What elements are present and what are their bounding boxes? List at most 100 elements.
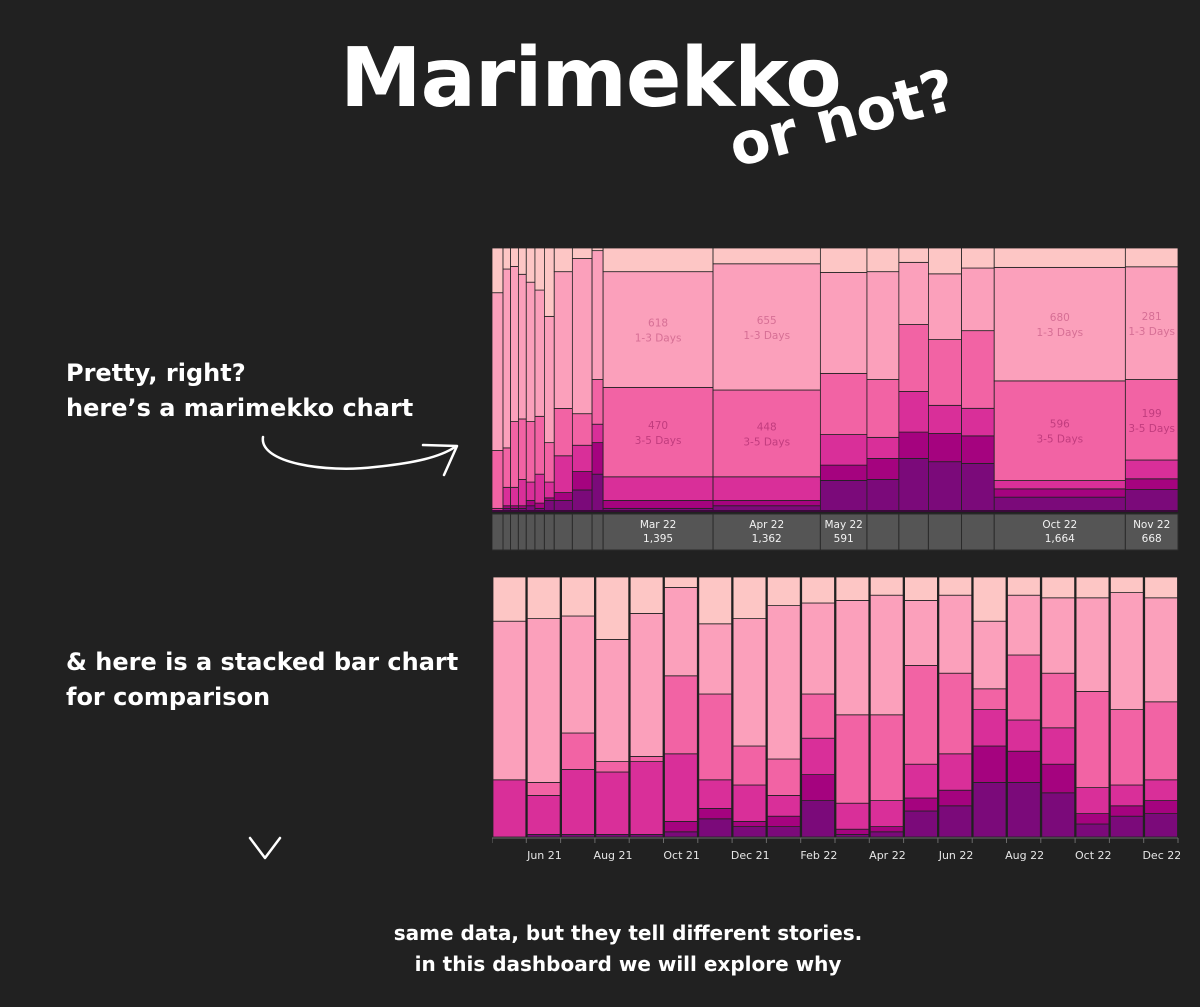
mekko-annotation-value: 199 [1142,408,1162,420]
mekko-column-band [712,513,821,551]
bar-segment [664,831,698,838]
mekko-caption-line1: Pretty, right? [66,359,246,387]
mekko-segment [928,461,962,512]
bar-segment [904,576,938,601]
x-tick-label: Aug 22 [1005,849,1044,862]
mekko-segment [544,500,555,512]
bar-segment [561,768,595,835]
mekko-segment [591,250,604,380]
bar-segment [492,779,527,838]
bar-segment [1075,691,1110,788]
mekko-segment [544,247,555,317]
x-tick-label: Oct 22 [1075,849,1112,862]
mekko-segment [712,247,821,265]
mekko-segment [502,268,511,449]
bar-segment [1041,597,1075,674]
bar-segment [904,599,938,666]
mekko-segment [928,433,962,463]
mekko-annotation-value: 680 [1050,312,1070,324]
bar-segment [492,576,527,622]
bar-segment [698,807,733,820]
mekko-segment [510,421,519,488]
bar-segment [1075,597,1110,692]
bar-segment [766,605,801,760]
bar-segment [732,576,767,619]
mekko-column-band [571,513,593,551]
bar-segment [938,805,973,838]
mekko-annotation-value: 618 [648,318,668,330]
mekko-column-band [510,513,519,551]
mekko-segment [819,480,868,512]
mekko-segment [534,289,545,417]
mekko-column-band [819,513,868,551]
mekko-column-band [898,513,929,551]
mekko-segment [602,476,714,501]
bar-segment [938,594,973,674]
bar-caption-line2: for comparison [66,683,271,711]
mekko-segment [571,247,593,259]
mekko-segment [571,489,593,512]
mekko-segment [517,247,527,275]
mekko-segment [534,247,545,291]
mekko-segment [866,271,900,380]
bar-segment [766,794,801,817]
bar-segment [835,599,870,716]
bar-segment [732,820,767,827]
bar-segment [972,709,1007,747]
bar-segment [1110,815,1144,838]
bar-segment [664,675,698,755]
mekko-annotation-label: 3-5 Days [1128,423,1175,435]
mekko-segment [1124,489,1179,512]
footer-line2: in this dashboard we will explore why [414,952,842,976]
bar-segment [835,576,870,601]
bar-segment [835,828,870,835]
mekko-segment [712,263,821,391]
mekko-column-band [602,513,714,551]
bar-segment [801,693,835,739]
mekko-segment [819,372,868,435]
bar-segment [1075,576,1110,599]
mekko-column-total: 668 [1142,533,1162,545]
bar-segment [869,594,904,716]
mekko-segment [492,450,504,509]
mekko-column-band [961,513,995,551]
mekko-annotation-label: 3-5 Days [743,436,790,448]
mekko-segment [928,404,962,434]
chevron-down-icon[interactable] [246,834,284,864]
mekko-caption-line2: here’s a marimekko chart [66,394,414,422]
bar-segment [664,586,698,677]
mekko-column-band [927,513,963,551]
bar-segment [629,613,664,757]
mekko-segment [1124,459,1179,480]
mekko-column-band [543,513,555,551]
bar-segment [629,755,664,762]
mekko-segment [571,444,593,472]
mekko-segment [525,481,536,501]
bar-segment [698,818,733,838]
mekko-segment [544,442,555,483]
bar-segment [664,753,698,822]
mekko-segment [961,463,995,512]
bar-segment [664,820,698,833]
mekko-segment [866,479,900,512]
bar-segment [561,615,595,734]
mekko-column-label: May 22 [824,519,862,531]
page-title: Marimekko [340,31,842,126]
bar-segment [972,745,1007,783]
mekko-segment [517,479,527,507]
bar-segment [801,800,835,838]
mekko-segment [591,247,604,252]
bar-segment [698,693,733,781]
bar-segment [1144,813,1178,838]
mekko-segment [866,379,900,438]
bar-segment [698,623,733,695]
mekko-segment [928,273,962,340]
mekko-segment [591,442,604,475]
bar-segment [629,761,664,835]
bar-segment [1041,576,1075,599]
mekko-segment [591,379,604,425]
bar-caption-line1: & here is a stacked bar chart [66,648,459,676]
footer-line1: same data, but they tell different stori… [393,921,863,945]
mekko-segment [993,480,1126,490]
bar-segment [766,815,801,827]
